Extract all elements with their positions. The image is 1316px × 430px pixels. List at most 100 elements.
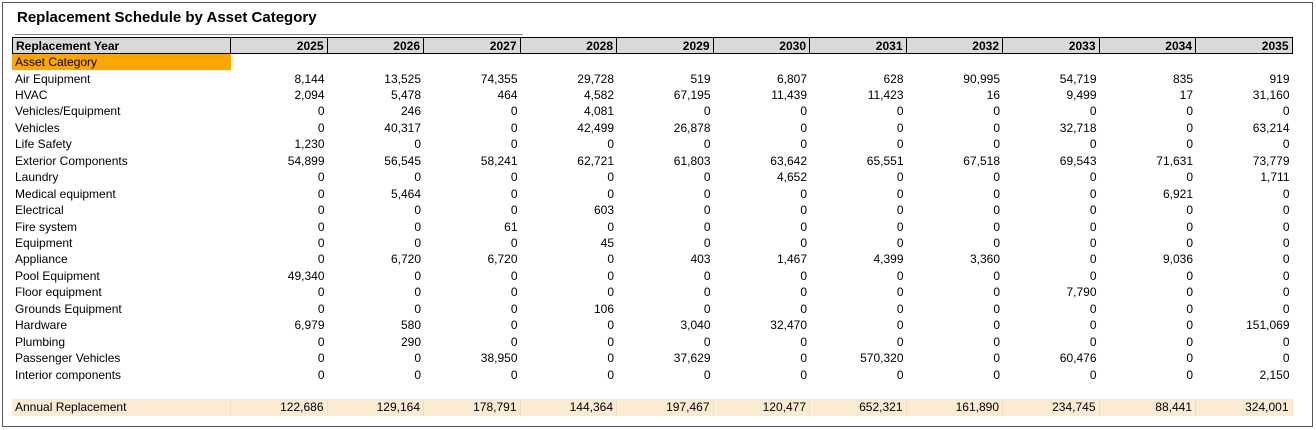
cell-value: 0 bbox=[703, 170, 711, 185]
cell-value: 0 bbox=[800, 186, 807, 201]
cell-value: 0 bbox=[800, 137, 807, 152]
cell-value: 0 bbox=[607, 318, 614, 333]
cell-value: 0 bbox=[993, 285, 1000, 300]
row-label: Electrical bbox=[15, 203, 64, 218]
cell-value: 0 bbox=[317, 219, 325, 234]
cell-value: 0 bbox=[607, 351, 614, 366]
cell-value: 0 bbox=[703, 186, 711, 201]
cell-value: 0 bbox=[414, 137, 421, 152]
cell-value: 1,467 bbox=[776, 252, 807, 267]
cell-value: 0 bbox=[1282, 236, 1290, 250]
cell-value: 603 bbox=[593, 203, 614, 218]
cell-value: 628 bbox=[883, 71, 904, 86]
cell-value: 0 bbox=[1282, 351, 1290, 366]
cell-value: 0 bbox=[414, 285, 421, 300]
cell-value: 0 bbox=[993, 236, 1000, 250]
cell-value: 0 bbox=[1282, 285, 1290, 300]
cell-value: 6,720 bbox=[487, 252, 518, 267]
cell-value: 0 bbox=[607, 367, 614, 382]
cell-value: 0 bbox=[510, 120, 518, 135]
cell-value: 0 bbox=[993, 367, 1000, 382]
cell-value: 0 bbox=[1282, 301, 1290, 316]
cell-value: 32,470 bbox=[770, 318, 807, 333]
cell-value: 0 bbox=[414, 301, 421, 316]
row-label: Fire system bbox=[15, 219, 78, 234]
cell-value: 0 bbox=[703, 285, 711, 300]
row-label: Hardware bbox=[15, 318, 68, 333]
cell-value: 290 bbox=[400, 334, 421, 349]
cell-value: 0 bbox=[1089, 170, 1097, 185]
cell-value: 4,652 bbox=[776, 170, 807, 185]
cell-value: 0 bbox=[317, 120, 325, 135]
cell-value: 0 bbox=[1089, 236, 1097, 250]
cell-value: 7,790 bbox=[1066, 285, 1097, 300]
cell-value: 40,317 bbox=[384, 120, 421, 135]
row-label: Plumbing bbox=[15, 334, 66, 349]
cell-value: 0 bbox=[414, 236, 421, 250]
header-label: Replacement Year bbox=[12, 37, 231, 54]
cell-value: 0 bbox=[414, 170, 421, 185]
cell-value: 0 bbox=[1089, 268, 1097, 283]
cell-value: 32,718 bbox=[1059, 120, 1097, 135]
cell-value: 0 bbox=[414, 367, 421, 382]
cell-value: 2,094 bbox=[294, 87, 325, 102]
header-year: 2034 bbox=[1099, 37, 1196, 54]
total-value: 234,745 bbox=[1003, 399, 1100, 416]
cell-value: 61,803 bbox=[673, 153, 711, 168]
cell-value: 0 bbox=[896, 334, 904, 349]
cell-value: 0 bbox=[1282, 137, 1290, 152]
header-year: 2035 bbox=[1196, 37, 1293, 54]
header-year: 2027 bbox=[424, 37, 521, 54]
cell-value: 0 bbox=[800, 120, 807, 135]
cell-value: 0 bbox=[1282, 268, 1290, 283]
cell-value: 54,899 bbox=[287, 153, 325, 168]
cell-value: 0 bbox=[1089, 334, 1097, 349]
cell-value: 74,355 bbox=[480, 71, 518, 86]
cell-value: 0 bbox=[607, 186, 614, 201]
cell-value: 0 bbox=[1186, 351, 1193, 366]
cell-value: 835 bbox=[1172, 71, 1193, 86]
cell-value: 0 bbox=[703, 301, 711, 316]
cell-value: 0 bbox=[607, 268, 614, 283]
total-value: 129,164 bbox=[327, 399, 424, 416]
header-year: 2031 bbox=[810, 37, 907, 54]
row-label: Appliance bbox=[15, 252, 68, 267]
cell-value: 2,150 bbox=[1259, 367, 1290, 382]
cell-value: 0 bbox=[510, 301, 518, 316]
cell-value: 0 bbox=[993, 318, 1000, 333]
cell-value: 49,340 bbox=[287, 268, 325, 283]
cell-value: 0 bbox=[896, 170, 904, 185]
cell-value: 0 bbox=[993, 301, 1000, 316]
cell-value: 60,476 bbox=[1059, 351, 1097, 366]
cell-value: 1,230 bbox=[294, 137, 325, 152]
cell-value: 0 bbox=[1186, 285, 1193, 300]
cell-value: 0 bbox=[414, 203, 421, 218]
row-label: Life Safety bbox=[15, 137, 72, 152]
cell-value: 0 bbox=[317, 351, 325, 366]
total-value: 88,441 bbox=[1099, 399, 1196, 416]
cell-value: 0 bbox=[414, 351, 421, 366]
cell-value: 0 bbox=[317, 203, 325, 218]
cell-value: 0 bbox=[510, 367, 518, 382]
cell-value: 0 bbox=[993, 104, 1000, 119]
cell-value: 0 bbox=[703, 268, 711, 283]
cell-value: 0 bbox=[1186, 137, 1193, 152]
cell-value: 45 bbox=[600, 236, 614, 250]
cell-value: 26,878 bbox=[673, 120, 711, 135]
cell-value: 0 bbox=[703, 203, 711, 218]
row-label: Interior components bbox=[15, 367, 122, 382]
cell-value: 0 bbox=[1089, 219, 1097, 234]
cell-value: 0 bbox=[703, 236, 711, 250]
row-label: Laundry bbox=[15, 170, 59, 185]
cell-value: 0 bbox=[510, 268, 518, 283]
row-label: Vehicles/Equipment bbox=[15, 104, 121, 119]
cell-value: 6,979 bbox=[294, 318, 325, 333]
header-year: 2028 bbox=[520, 37, 617, 54]
cell-value: 56,545 bbox=[384, 153, 421, 168]
cell-value: 0 bbox=[896, 120, 904, 135]
cell-value: 0 bbox=[800, 285, 807, 300]
cell-value: 0 bbox=[607, 170, 614, 185]
cell-value: 0 bbox=[800, 219, 807, 234]
cell-value: 65,551 bbox=[866, 153, 904, 168]
cell-value: 0 bbox=[1186, 170, 1193, 185]
